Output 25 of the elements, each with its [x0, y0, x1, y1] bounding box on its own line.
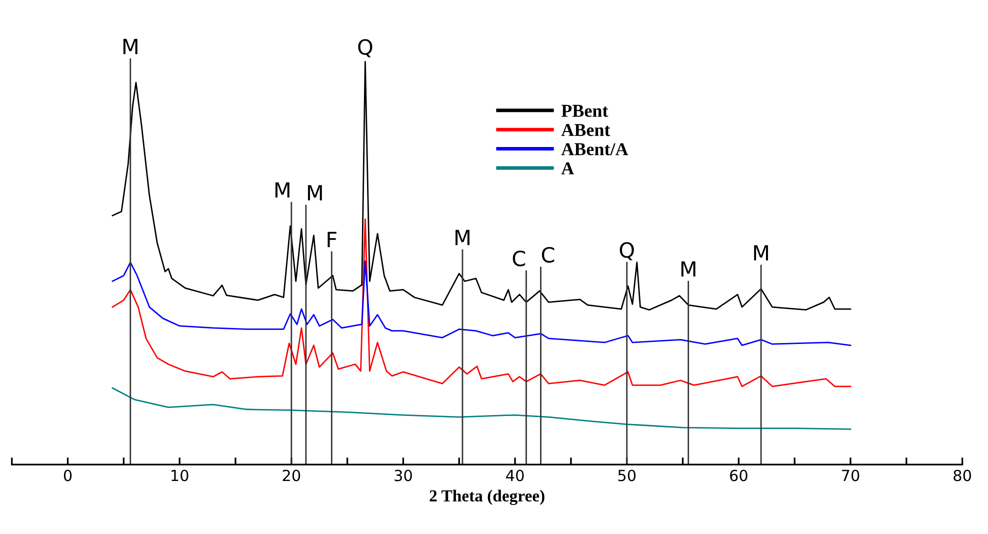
- legend-label: ABent/A: [561, 143, 628, 156]
- ref-line-label: F: [328, 232, 336, 248]
- legend-label: PBent: [561, 104, 608, 117]
- ref-line-label: M: [308, 185, 322, 200]
- ref-line-label: M: [123, 38, 138, 54]
- x-tick-label: 20: [282, 470, 300, 482]
- legend-label: A: [561, 162, 574, 174]
- x-tick-label: 60: [730, 470, 748, 482]
- ref-line-label: Q: [620, 242, 634, 260]
- x-tick-label: 30: [394, 470, 412, 482]
- x-tick-label: 0: [64, 470, 72, 482]
- ref-line-label: M: [456, 230, 470, 246]
- x-tick-label: 10: [172, 470, 188, 482]
- ref-line-label: C: [512, 250, 526, 266]
- ref-line-label: M: [275, 182, 290, 198]
- legend-label: ABent: [561, 124, 610, 136]
- annotation: Q: [358, 39, 372, 58]
- ref-line-label: C: [542, 246, 554, 263]
- x-axis-title: 2 Theta (degree): [430, 490, 544, 506]
- x-tick-label: 50: [618, 470, 636, 482]
- x-tick-label: 70: [842, 470, 860, 482]
- ref-line-label: M: [754, 245, 768, 260]
- x-tick-label: 40: [506, 470, 524, 482]
- ref-line-label: M: [681, 261, 696, 277]
- x-tick-label: 80: [954, 470, 972, 482]
